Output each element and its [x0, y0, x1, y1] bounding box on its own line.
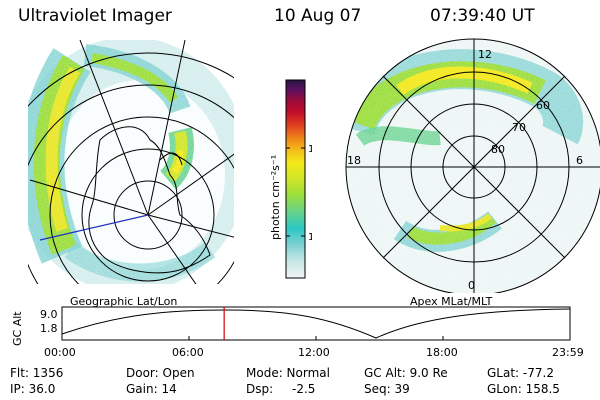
- gc-altitude: GC Alt: 9.0 Re: [364, 366, 448, 380]
- colorbar-tick-10: 10: [308, 232, 312, 243]
- mlt-label-0: 0: [468, 279, 475, 292]
- altitude-plot: GC Alt 9.0 1.8: [11, 306, 571, 346]
- apex-panel-label: Apex MLat/MLT: [410, 295, 493, 308]
- date-label: 10 Aug 07: [274, 6, 362, 26]
- colorbar: 100 10 photon cm⁻²s⁻¹: [269, 79, 312, 279]
- geographic-latitude: GLat: -77.2: [487, 366, 554, 380]
- altitude-tick-1-8: 1.8: [40, 322, 58, 335]
- ip-value: IP: 36.0: [10, 382, 56, 396]
- time-tick-00-00: 00:00: [44, 346, 76, 359]
- geographic-image: [28, 40, 234, 284]
- mlt-label-6: 6: [576, 154, 583, 167]
- altitude-axis-label: GC Alt: [11, 311, 24, 346]
- time-label: 07:39:40 UT: [430, 6, 535, 26]
- dsp-label: Dsp:: [246, 382, 274, 396]
- time-tick-12-00: 12:00: [298, 346, 330, 359]
- time-tick-06-00: 06:00: [172, 346, 204, 359]
- mlat-label-70: 70: [512, 121, 526, 134]
- gain-value: Gain: 14: [126, 382, 177, 396]
- mlt-label-12: 12: [478, 48, 492, 61]
- mlat-label-80: 80: [491, 143, 505, 156]
- mlat-label-60: 60: [536, 99, 550, 112]
- geographic-longitude: GLon: 158.5: [487, 382, 560, 396]
- time-tick-18-00: 18:00: [426, 346, 458, 359]
- colorbar-tick-100: 100: [308, 144, 312, 155]
- time-tick-23-59: 23:59: [552, 346, 584, 359]
- apex-image: 12 18 6 0 60 70 80: [345, 38, 600, 293]
- sequence-number: Seq: 39: [364, 382, 410, 396]
- geographic-panel-label: Geographic Lat/Lon: [70, 295, 178, 308]
- dsp-value: -2.5: [292, 382, 316, 396]
- door-status: Door: Open: [126, 366, 195, 380]
- flight-number: Flt: 1356: [10, 366, 64, 380]
- colorbar-unit-label: photon cm⁻²s⁻¹: [269, 155, 282, 240]
- mlt-label-18: 18: [347, 154, 361, 167]
- mode-value: Mode: Normal: [246, 366, 330, 380]
- instrument-title: Ultraviolet Imager: [18, 6, 172, 26]
- altitude-tick-9-0: 9.0: [40, 308, 58, 321]
